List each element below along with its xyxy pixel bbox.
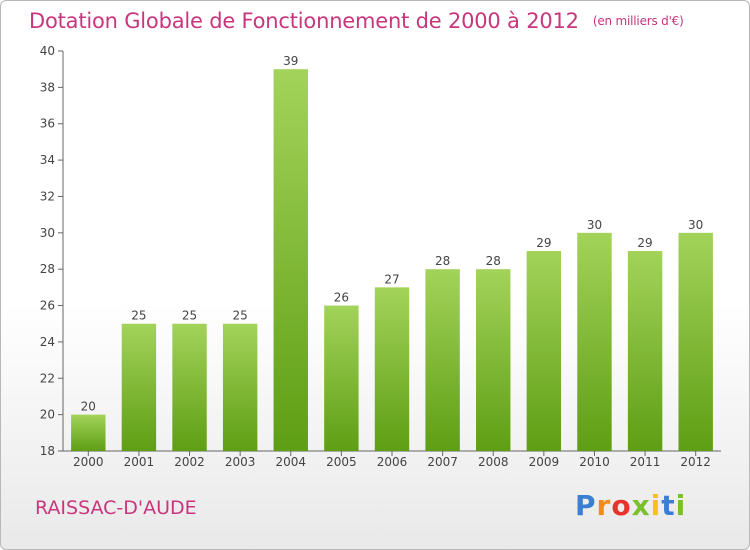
- bar-2002: [172, 323, 207, 451]
- y-tick-label: 40: [40, 44, 55, 58]
- proxiti-logo[interactable]: Proxiti: [575, 489, 687, 522]
- bar-2006: [374, 287, 410, 451]
- chart-title-text: Dotation Globale de Fonctionnement de 20…: [29, 9, 579, 33]
- y-tick-label: 32: [40, 189, 55, 203]
- data-label-2004: 39: [283, 54, 298, 68]
- x-axis: 2000 2001 2002 2003 2004 2005 2006 2007 2008 2009…: [63, 450, 721, 469]
- x-tick-label: 2009: [529, 455, 560, 469]
- data-label-2006: 27: [384, 272, 399, 286]
- bar-2009: [526, 251, 562, 451]
- y-tick-label: 30: [40, 226, 55, 240]
- x-tick-label: 2012: [680, 455, 711, 469]
- data-label-2009: 29: [536, 236, 551, 250]
- commune-name: RAISSAC-D'AUDE: [35, 497, 197, 519]
- x-tick-label: 2011: [630, 455, 661, 469]
- y-tick-label: 38: [40, 80, 55, 94]
- data-label-2002: 25: [182, 309, 197, 323]
- bar-2012: [678, 232, 713, 451]
- chart-title: Dotation Globale de Fonctionnement de 20…: [29, 9, 684, 33]
- x-tick-label: 2003: [225, 455, 256, 469]
- bar-2005: [324, 305, 359, 451]
- bar-2003: [222, 323, 258, 451]
- x-tick-label: 2002: [174, 455, 205, 469]
- bar-2008: [476, 269, 511, 451]
- data-label-2005: 26: [334, 291, 349, 305]
- y-tick-label: 28: [40, 262, 55, 276]
- x-tick-label: 2007: [427, 455, 458, 469]
- data-label-2008: 28: [486, 254, 501, 268]
- y-tick-label: 24: [40, 335, 55, 349]
- x-tick-label: 2005: [326, 455, 357, 469]
- y-tick-label: 26: [40, 299, 55, 313]
- data-label-2000: 20: [81, 400, 96, 414]
- x-tick-label: 2000: [73, 455, 104, 469]
- x-tick-label: 2001: [124, 455, 155, 469]
- bars: [71, 69, 713, 451]
- bar-2010: [577, 232, 612, 451]
- data-label-2010: 30: [587, 218, 602, 232]
- y-tick-label: 20: [40, 408, 55, 422]
- y-tick-label: 18: [40, 444, 55, 458]
- bar-2001: [121, 323, 157, 451]
- data-label-2003: 25: [233, 309, 248, 323]
- x-tick-label: 2004: [275, 455, 306, 469]
- x-tick-label: 2006: [377, 455, 408, 469]
- chart-unit: (en milliers d'€): [592, 14, 684, 28]
- data-label-2007: 28: [435, 254, 450, 268]
- y-tick-label: 34: [40, 153, 55, 167]
- bar-2007: [425, 269, 460, 451]
- y-tick-label: 22: [40, 371, 55, 385]
- bar-2000: [71, 414, 106, 451]
- y-tick-label: 36: [40, 117, 55, 131]
- data-label-2011: 29: [637, 236, 652, 250]
- x-tick-label: 2008: [478, 455, 509, 469]
- data-label-2012: 30: [688, 218, 703, 232]
- x-tick-label: 2010: [579, 455, 610, 469]
- bar-2011: [627, 251, 663, 451]
- data-labels: 20 25 25 25 39 26 27 28 28 29 30 29 30: [81, 54, 704, 413]
- y-axis: 18 20 22 24 26 28 30 32 34 36 38 40: [40, 44, 64, 458]
- bar-2004: [273, 69, 308, 451]
- data-label-2001: 25: [131, 309, 146, 323]
